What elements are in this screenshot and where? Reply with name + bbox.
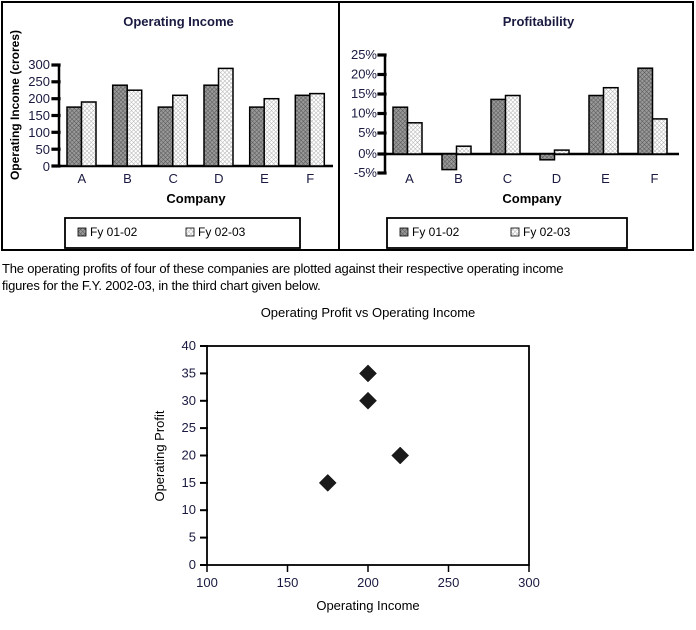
svg-text:300: 300: [518, 575, 540, 590]
svg-text:40: 40: [182, 338, 196, 353]
svg-text:Operating Income: Operating Income: [316, 598, 419, 613]
svg-text:35: 35: [182, 365, 196, 380]
svg-text:5: 5: [189, 530, 196, 545]
svg-text:150: 150: [277, 575, 299, 590]
svg-text:10: 10: [182, 502, 196, 517]
svg-text:100: 100: [196, 575, 218, 590]
svg-text:Fy 02-03: Fy 02-03: [198, 225, 246, 239]
svg-text:Fy 01-02: Fy 01-02: [412, 225, 460, 239]
svg-text:15: 15: [182, 475, 196, 490]
svg-text:Fy 02-03: Fy 02-03: [523, 225, 571, 239]
svg-text:30: 30: [182, 393, 196, 408]
svg-text:200: 200: [357, 575, 379, 590]
svg-text:0: 0: [189, 557, 196, 572]
svg-text:250: 250: [438, 575, 460, 590]
svg-text:Fy 01-02: Fy 01-02: [90, 225, 138, 239]
svg-text:25: 25: [182, 420, 196, 435]
svg-text:20: 20: [182, 448, 196, 463]
